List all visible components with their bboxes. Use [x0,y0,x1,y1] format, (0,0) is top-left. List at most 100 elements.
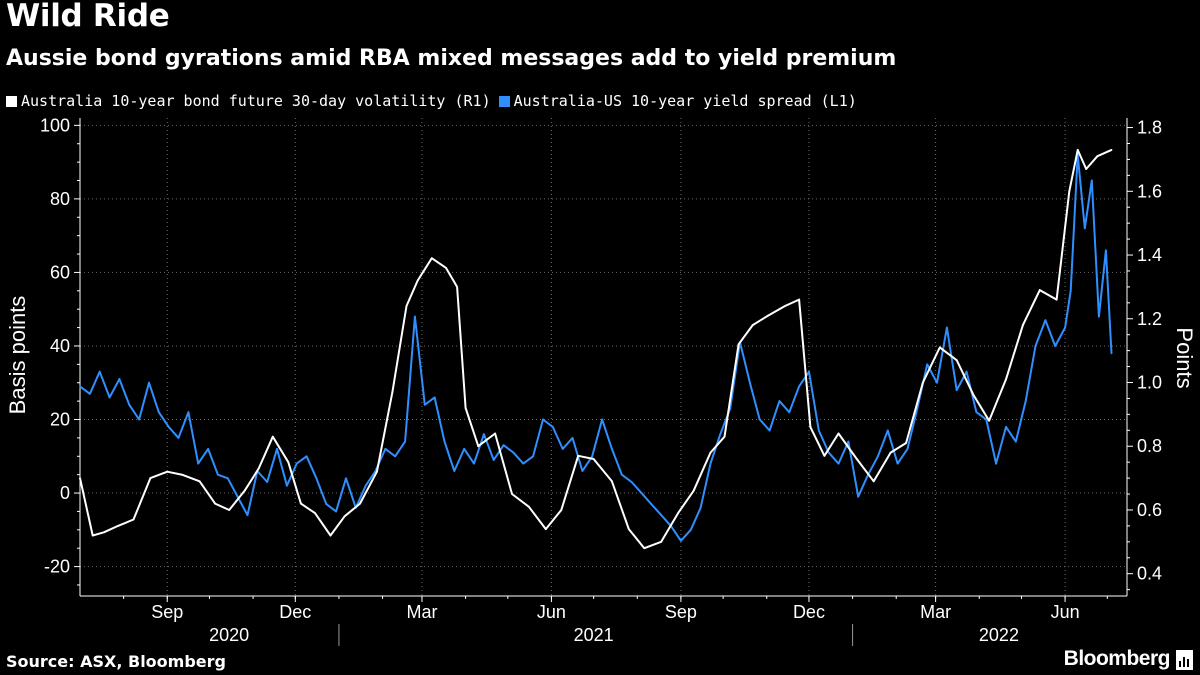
spread-point [906,448,909,450]
year-label: 2020 [209,625,249,645]
source-note: Source: ASX, Bloomberg [6,652,226,671]
volatility-point [905,442,907,444]
volatility-point [560,509,563,511]
spread-point [1014,440,1017,443]
volatility-point [544,528,547,530]
volatility-point [1038,289,1041,291]
spread-point [502,444,505,447]
chart-title: Wild Ride [6,0,170,34]
spread-point [955,389,958,391]
spread-point [404,440,406,443]
volatility-point [271,435,274,438]
spread-point [79,385,81,388]
right-tick-label: 0.4 [1137,564,1162,584]
legend-swatch-volatility [6,95,17,107]
spread-point [1069,289,1072,292]
spread-point [758,418,761,421]
volatility-point [737,343,740,346]
spread-point [620,473,623,476]
x-tick-label: Mar [920,602,951,622]
left-tick-label: 40 [50,336,70,356]
spread-point [1090,179,1093,182]
spread-point [778,400,781,403]
volatility-point [955,359,958,362]
right-tick-label: 1.0 [1137,372,1162,392]
year-label: 2022 [979,625,1019,645]
volatility-point [823,454,826,457]
spread-point [1024,400,1027,403]
spread-point [581,470,584,472]
right-tick-label: 0.6 [1137,500,1162,520]
spread-point [1054,345,1057,347]
volatility-point [1076,148,1079,151]
legend: Australia 10-year bond future 30-day vol… [6,90,865,112]
volatility-point [872,480,875,483]
spread-point [650,503,653,505]
spread-point [975,411,978,414]
spread-point [886,429,889,432]
volatility-point [1021,324,1024,327]
right-tick-label: 1.8 [1137,118,1162,138]
volatility-point [444,266,447,269]
spread-point [118,378,121,380]
volatility-point [359,502,361,505]
volatility-point [938,346,941,349]
volatility-point [1068,190,1071,193]
volatility-point [376,470,378,473]
spread-point [551,425,554,428]
spread-point [1005,425,1007,428]
volatility-point [767,314,770,317]
spread-point [591,455,594,458]
spread-point [837,462,840,465]
spread-point [305,455,308,458]
volatility-point [430,257,433,260]
volatility-point [1096,155,1099,158]
left-tick-label: 20 [50,410,70,430]
spread-point [177,436,180,439]
spread-point [827,451,830,454]
spread-point [896,462,899,465]
spread-point [384,448,387,450]
spread-point [679,539,682,542]
volatility-point [132,518,135,521]
x-tick-label: Mar [406,602,437,622]
volatility-point [972,394,975,397]
volatility-point [889,451,892,454]
spread-point [1044,319,1047,322]
legend-item-spread: Australia-US 10-year yield spread (L1) [498,92,857,110]
volatility-point [643,547,646,550]
spread-line [79,153,1113,542]
spread-point [236,495,239,498]
volatility-point [456,285,459,288]
spread-point [699,506,702,509]
spread-point [98,370,101,373]
spread-point [857,495,860,498]
right-tick-label: 1.2 [1137,309,1162,329]
volatility-point [528,505,530,508]
spread-point [640,492,643,494]
spread-point [571,436,574,439]
spread-point [936,381,938,384]
spread-point [926,363,929,366]
volatility-point [314,512,316,515]
right-tick-label: 0.8 [1137,436,1162,456]
spread-point [542,418,544,421]
volatility-point [287,461,290,464]
left-tick-label: 100 [40,115,70,135]
legend-item-volatility: Australia 10-year bond future 30-day vol… [6,92,491,110]
x-tick-label: Jun [1051,602,1080,622]
spread-point [335,510,338,513]
spread-point [748,381,751,384]
spread-point [128,403,131,406]
spread-point [433,396,436,399]
axis-layer: -20 0 20 40 60 80 100 0.4 0.6 0.8 1.0 1.2 1.4 1.6 1.8 S… [40,115,1162,646]
spread-point [630,481,633,483]
spread-point [532,455,535,458]
spread-point [1097,315,1100,318]
volatility-point [709,451,712,454]
spread-point [276,448,278,450]
series-layer [79,148,1113,550]
left-tick-label: 0 [60,483,70,503]
spread-point [1083,227,1086,230]
volatility-point [660,540,663,543]
